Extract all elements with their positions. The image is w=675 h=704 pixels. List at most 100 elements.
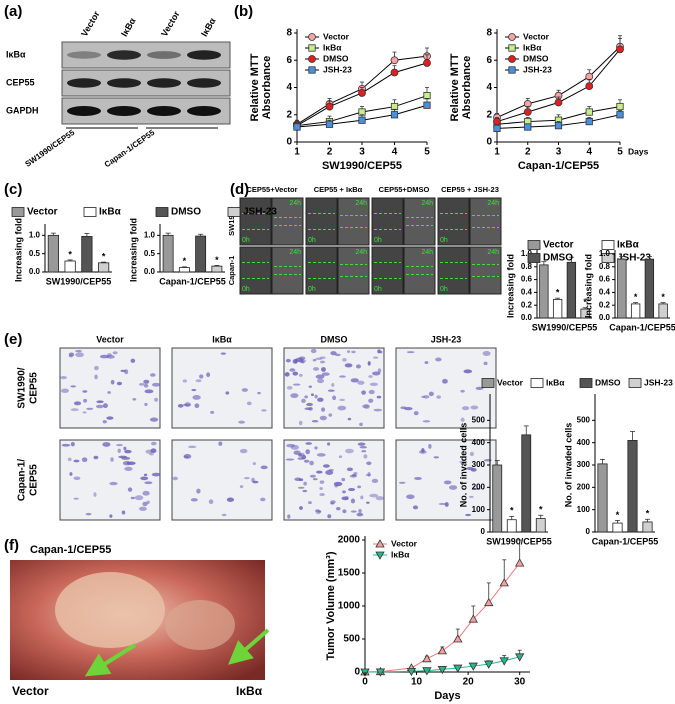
blot-band bbox=[147, 78, 181, 88]
cell bbox=[117, 448, 121, 454]
cell bbox=[339, 375, 346, 378]
marker bbox=[508, 55, 516, 63]
blot-band bbox=[187, 78, 221, 88]
cell bbox=[339, 398, 346, 402]
cell bbox=[361, 450, 367, 453]
cell bbox=[67, 457, 72, 462]
marker bbox=[437, 646, 448, 655]
marker bbox=[484, 660, 494, 669]
cell bbox=[260, 465, 268, 470]
cell bbox=[299, 452, 305, 456]
cell bbox=[460, 389, 465, 393]
bar bbox=[552, 299, 563, 319]
cell bbox=[149, 373, 156, 377]
cell bbox=[144, 389, 154, 394]
cell bbox=[444, 502, 449, 507]
cell bbox=[418, 450, 427, 454]
cell bbox=[154, 397, 159, 402]
cell bbox=[210, 410, 215, 414]
marker bbox=[325, 102, 334, 111]
cell bbox=[257, 391, 261, 395]
wound-time: 24h bbox=[289, 200, 301, 207]
arrow bbox=[227, 628, 270, 665]
x-tick-label: 3 bbox=[556, 147, 562, 158]
panel-label: (f) bbox=[4, 537, 19, 554]
bar bbox=[630, 303, 641, 319]
cell bbox=[301, 398, 306, 404]
cell bbox=[367, 361, 371, 366]
cell bbox=[144, 481, 153, 485]
cell bbox=[421, 395, 426, 398]
cell bbox=[338, 455, 343, 459]
invasion-image bbox=[171, 347, 273, 429]
y-tick-label: 1.0 bbox=[521, 249, 533, 258]
marker bbox=[422, 653, 432, 663]
cell bbox=[361, 404, 370, 409]
bar bbox=[178, 267, 190, 273]
cell bbox=[371, 478, 379, 484]
cell bbox=[314, 394, 318, 399]
cell bbox=[435, 357, 442, 362]
marker bbox=[390, 102, 399, 111]
wound-image bbox=[403, 197, 436, 246]
cell bbox=[360, 495, 364, 500]
cell bbox=[132, 397, 137, 401]
significance: * bbox=[634, 292, 638, 302]
bar bbox=[506, 519, 517, 533]
wound-image bbox=[239, 197, 272, 246]
x-tick-label: 1 bbox=[294, 147, 300, 158]
invasion-header: JSH-23 bbox=[431, 334, 462, 344]
significance: * bbox=[68, 249, 72, 259]
cell bbox=[482, 351, 491, 356]
blot-band bbox=[187, 50, 221, 60]
cell bbox=[363, 454, 368, 459]
tumor-mass bbox=[55, 572, 165, 648]
tumor-mass bbox=[165, 600, 235, 650]
cell bbox=[341, 477, 346, 482]
cell bbox=[86, 407, 94, 410]
blot-band bbox=[147, 51, 181, 59]
cell bbox=[346, 350, 351, 353]
invasion-header: DMSO bbox=[321, 334, 348, 344]
cell bbox=[368, 375, 373, 378]
cell bbox=[121, 510, 126, 515]
significance: * bbox=[539, 505, 543, 515]
cell bbox=[304, 407, 312, 411]
y-tick-label: 2 bbox=[286, 109, 292, 120]
cell bbox=[315, 374, 325, 379]
cell bbox=[438, 502, 447, 506]
y-tick-label: 1.0 bbox=[599, 249, 611, 258]
cell bbox=[285, 358, 291, 363]
cell bbox=[225, 391, 230, 395]
cell bbox=[347, 417, 352, 421]
cell bbox=[470, 405, 479, 410]
bar bbox=[539, 264, 549, 319]
cell bbox=[290, 393, 299, 399]
wound-image bbox=[469, 197, 502, 246]
legend-label: JSH-23 bbox=[617, 253, 651, 264]
cell bbox=[116, 381, 123, 386]
cell bbox=[102, 442, 111, 447]
cell bbox=[285, 458, 295, 461]
wound-time: 0h bbox=[440, 237, 448, 244]
significance: * bbox=[556, 288, 560, 298]
cell bbox=[469, 451, 474, 457]
legend-swatch bbox=[530, 378, 544, 388]
cell bbox=[413, 411, 419, 416]
marker bbox=[390, 56, 399, 65]
wound-image bbox=[371, 246, 404, 295]
cell bbox=[127, 487, 133, 492]
y-axis-label: Absorbance bbox=[461, 56, 473, 120]
cell bbox=[184, 402, 191, 408]
y-axis-label: Relative MTT bbox=[249, 53, 261, 121]
wound-time: 24h bbox=[487, 249, 499, 256]
marker bbox=[499, 657, 509, 666]
y-tick-label: 6 bbox=[486, 55, 492, 66]
blot-band bbox=[107, 50, 141, 60]
wound-time: 0h bbox=[242, 286, 250, 293]
cell bbox=[70, 408, 79, 412]
cell bbox=[321, 407, 326, 412]
cell bbox=[124, 449, 132, 454]
cell bbox=[357, 485, 362, 489]
cell bbox=[121, 456, 131, 460]
